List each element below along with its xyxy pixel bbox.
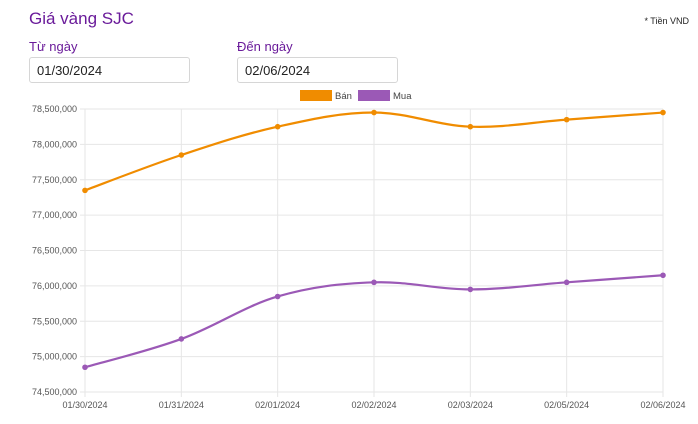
x-tick-label: 01/31/2024 (159, 400, 204, 410)
data-point[interactable] (82, 187, 88, 194)
data-point[interactable] (563, 279, 570, 286)
page-title: Giá vàng SJC (29, 9, 134, 28)
legend-swatch[interactable] (300, 90, 332, 101)
x-tick-label: 02/02/2024 (351, 400, 396, 410)
y-tick-label: 75,500,000 (32, 316, 77, 326)
x-tick-label: 02/05/2024 (544, 400, 589, 410)
data-point[interactable] (178, 336, 185, 342)
chart-series (82, 109, 666, 371)
data-point[interactable] (371, 279, 377, 286)
to-date-label: Đến ngày (237, 39, 293, 54)
x-tick-label: 01/30/2024 (62, 400, 107, 410)
y-tick-label: 76,000,000 (32, 281, 77, 291)
data-point[interactable] (274, 293, 281, 300)
x-tick-label: 02/03/2024 (448, 400, 493, 410)
y-tick-label: 75,000,000 (32, 352, 77, 362)
legend-swatch[interactable] (358, 90, 390, 101)
data-point[interactable] (563, 116, 570, 123)
y-tick-label: 78,000,000 (32, 139, 77, 149)
to-date-input[interactable]: 02/06/2024 (237, 57, 398, 83)
price-line-chart: 74,500,000 75,000,000 75,500,000 76,000,000… (32, 90, 686, 410)
chart-legend[interactable]: Bán Mua (300, 90, 412, 102)
chart-grid (80, 108, 664, 397)
data-point[interactable] (660, 109, 666, 116)
y-tick-label: 74,500,000 (32, 387, 77, 397)
y-tick-label: 78,500,000 (32, 104, 77, 114)
x-axis-ticks: 01/30/2024 01/31/2024 02/01/2024 02/02/2024… (62, 400, 685, 410)
data-point[interactable] (660, 272, 666, 279)
legend-label[interactable]: Bán (335, 91, 352, 102)
legend-label[interactable]: Mua (393, 91, 412, 102)
data-point[interactable] (274, 123, 281, 130)
data-point[interactable] (82, 364, 88, 371)
x-tick-label: 02/01/2024 (255, 400, 300, 410)
data-point[interactable] (467, 286, 474, 293)
y-tick-label: 77,500,000 (32, 175, 77, 185)
y-tick-label: 76,500,000 (32, 246, 77, 256)
data-point[interactable] (178, 152, 185, 158)
x-tick-label: 02/06/2024 (640, 400, 685, 410)
y-axis-ticks: 74,500,000 75,000,000 75,500,000 76,000,000… (32, 104, 77, 397)
currency-note: * Tiền VND (644, 16, 689, 26)
y-tick-label: 77,000,000 (32, 210, 77, 220)
from-date-input[interactable]: 01/30/2024 (29, 57, 190, 83)
data-point[interactable] (371, 109, 377, 116)
from-date-label: Từ ngày (29, 39, 78, 54)
data-point[interactable] (467, 123, 474, 130)
